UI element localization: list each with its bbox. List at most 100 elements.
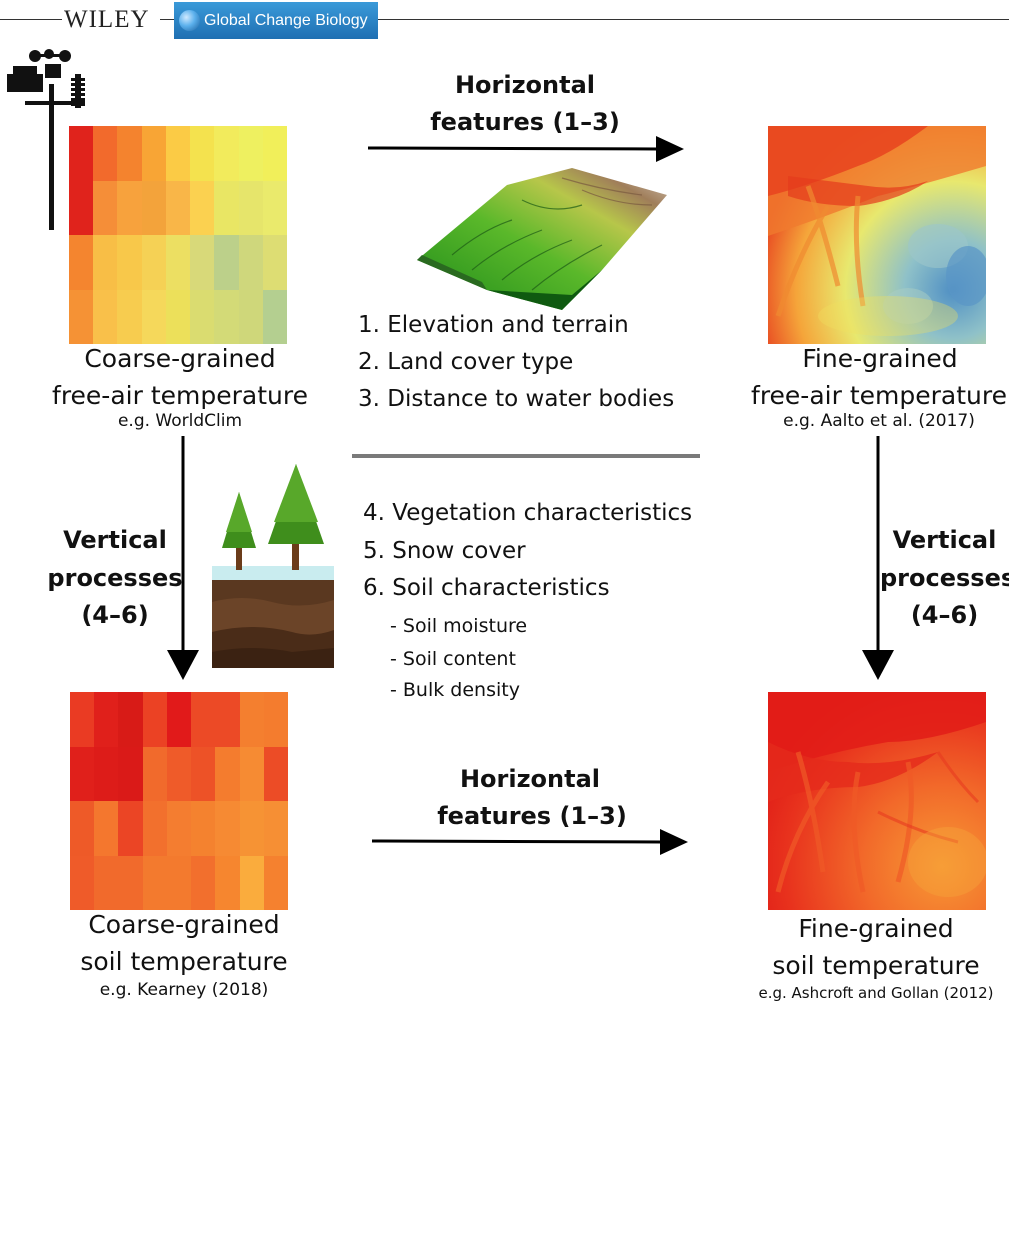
- fine-soil-example: e.g. Ashcroft and Gollan (2012): [758, 984, 994, 1002]
- coarse-soil-cell: [142, 801, 167, 856]
- coarse-air-cell: [238, 180, 263, 235]
- header-rule-mid: [160, 19, 174, 20]
- coarse-soil-example: e.g. Kearney (2018): [99, 980, 269, 1000]
- left-arrow-label-line3: (4–6): [81, 601, 149, 629]
- top-horizontal-arrow: [368, 136, 684, 162]
- journal-banner[interactable]: Global Change Biology: [174, 2, 378, 39]
- coarse-air-cell: [238, 235, 263, 290]
- coarse-air-cell: [238, 126, 263, 181]
- coarse-soil-cell: [239, 801, 264, 856]
- left-arrow-label-line1: Vertical: [63, 526, 167, 554]
- fine-air-title: Fine-grained: [802, 344, 958, 373]
- top-arrow-label-line1: Horizontal: [454, 71, 596, 99]
- bottom-arrow-label-line2: features (1–3): [437, 802, 627, 830]
- right-arrow-label-line2: processes: [880, 564, 1009, 592]
- section-divider: [352, 454, 700, 458]
- coarse-air-cell: [165, 126, 191, 181]
- coarse-air-cell: [262, 289, 287, 344]
- coarse-soil-cell: [166, 692, 192, 747]
- header-rule-right: [378, 19, 1009, 20]
- coarse-soil-cell: [191, 801, 216, 856]
- coarse-air-cell: [117, 180, 142, 235]
- coarse-soil-cell: [263, 855, 288, 910]
- right-arrow-label-line1: Vertical: [892, 526, 997, 554]
- coarse-soil-cell: [215, 692, 240, 747]
- coarse-soil-cell: [118, 801, 143, 856]
- fine-air-example: e.g. Aalto et al. (2017): [783, 411, 975, 431]
- coarse-soil-cell: [70, 855, 95, 910]
- coarse-air-cell: [214, 126, 239, 181]
- coarse-soil-cell: [191, 692, 216, 747]
- coarse-soil-cell: [263, 692, 288, 747]
- coarse-soil-temperature-map: [70, 692, 288, 910]
- coarse-soil-cell: [70, 746, 95, 801]
- coarse-air-cell: [190, 289, 215, 344]
- coarse-soil-cell: [118, 855, 143, 910]
- coarse-soil-cell: [166, 855, 192, 910]
- coarse-soil-cell: [118, 746, 143, 801]
- left-vertical-arrow: [167, 436, 199, 680]
- coarse-air-cell: [69, 126, 94, 181]
- coarse-soil-cell: [191, 855, 216, 910]
- coarse-soil-cell: [215, 855, 240, 910]
- soil-subitem-bulk-density: - Bulk density: [390, 679, 520, 701]
- bottom-horizontal-arrow: [372, 829, 688, 855]
- coarse-soil-cell: [239, 855, 264, 910]
- feature-item-3: 3. Distance to water bodies: [358, 386, 675, 412]
- coarse-soil-cell: [239, 692, 264, 747]
- right-arrow-label-line3: (4–6): [910, 601, 979, 629]
- fine-soil-temperature-map: [768, 692, 986, 910]
- coarse-soil-cell: [215, 746, 240, 801]
- coarse-soil-subtitle: soil temperature: [80, 947, 288, 976]
- coarse-air-cell: [141, 235, 166, 290]
- coarse-soil-cell: [142, 855, 167, 910]
- journal-title: Global Change Biology: [204, 12, 368, 29]
- coarse-air-cell: [214, 180, 239, 235]
- coarse-soil-cell: [70, 801, 95, 856]
- terrain-3d-icon: [417, 168, 667, 310]
- coarse-soil-cell: [118, 692, 143, 747]
- coarse-air-temperature-map: [69, 126, 287, 344]
- coarse-air-cell: [141, 289, 166, 344]
- right-vertical-arrow: [862, 436, 894, 680]
- coarse-air-cell: [165, 289, 191, 344]
- soil-subitem-content: - Soil content: [390, 648, 516, 670]
- coarse-air-cell: [190, 126, 215, 181]
- coarse-air-subtitle: free-air temperature: [52, 381, 308, 410]
- fine-air-temperature-map: [768, 126, 986, 344]
- coarse-air-cell: [93, 289, 118, 344]
- coarse-air-cell: [93, 180, 118, 235]
- coarse-soil-cell: [70, 692, 95, 747]
- process-item-4: 4. Vegetation characteristics: [363, 500, 693, 526]
- coarse-air-title: Coarse-grained: [84, 344, 276, 373]
- bottom-arrow-label-line1: Horizontal: [459, 765, 601, 793]
- coarse-air-cell: [69, 289, 94, 344]
- coarse-soil-cell: [94, 801, 119, 856]
- fine-air-subtitle: free-air temperature: [751, 381, 1007, 410]
- coarse-air-cell: [238, 289, 263, 344]
- left-arrow-label-line2: processes: [47, 564, 183, 592]
- coarse-soil-cell: [94, 746, 119, 801]
- coarse-air-cell: [117, 126, 142, 181]
- coarse-soil-cell: [239, 746, 264, 801]
- coarse-soil-cell: [94, 692, 119, 747]
- soil-subitem-moisture: - Soil moisture: [390, 615, 528, 637]
- coarse-air-cell: [262, 126, 287, 181]
- publisher-logo: WILEY: [64, 6, 150, 33]
- coarse-air-cell: [165, 235, 191, 290]
- coarse-air-cell: [69, 180, 94, 235]
- coarse-soil-title: Coarse-grained: [88, 910, 280, 939]
- coarse-air-cell: [214, 235, 239, 290]
- coarse-soil-cell: [94, 855, 119, 910]
- coarse-air-cell: [141, 180, 166, 235]
- coarse-air-cell: [93, 235, 118, 290]
- feature-item-2: 2. Land cover type: [358, 349, 574, 375]
- process-item-6: 6. Soil characteristics: [363, 575, 610, 601]
- coarse-soil-cell: [142, 746, 167, 801]
- coarse-air-cell: [93, 126, 118, 181]
- header-rule-left: [0, 19, 62, 20]
- coarse-soil-cell: [166, 746, 192, 801]
- coarse-air-cell: [190, 180, 215, 235]
- coarse-air-cell: [190, 235, 215, 290]
- fine-soil-subtitle: soil temperature: [772, 951, 980, 980]
